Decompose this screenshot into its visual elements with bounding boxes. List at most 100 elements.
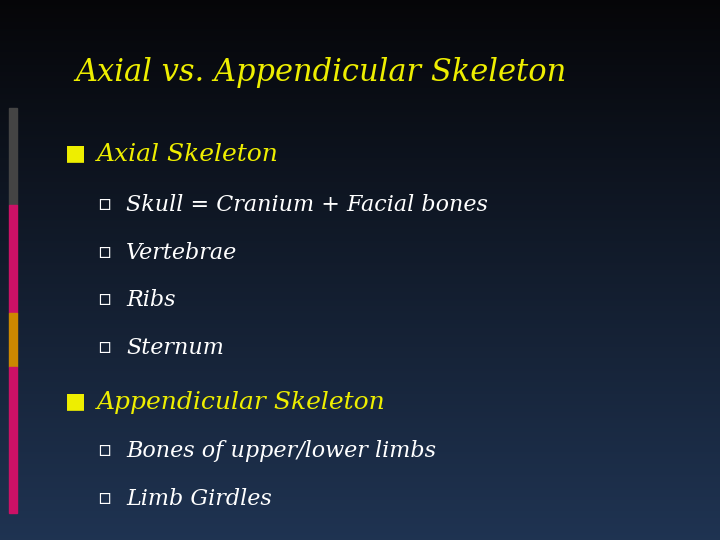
- Bar: [0, 272, 720, 274]
- Bar: [0, 331, 720, 333]
- Bar: [0, 49, 720, 50]
- Bar: [0, 464, 720, 466]
- Bar: [0, 528, 720, 529]
- Bar: [0, 65, 720, 66]
- Bar: [0, 128, 720, 130]
- Bar: [0, 498, 720, 501]
- Bar: [0, 349, 720, 351]
- Bar: [0, 447, 720, 448]
- Bar: [0, 398, 720, 400]
- Bar: [0, 115, 720, 117]
- Bar: [0, 236, 720, 238]
- Bar: [0, 194, 720, 196]
- Bar: [0, 5, 720, 7]
- Bar: [0, 301, 720, 302]
- Bar: [0, 279, 720, 281]
- Bar: [0, 434, 720, 436]
- Bar: [0, 155, 720, 157]
- Bar: [0, 157, 720, 158]
- Bar: [0, 254, 720, 255]
- Bar: [0, 74, 720, 76]
- Bar: [0, 522, 720, 524]
- Bar: [0, 369, 720, 371]
- Bar: [0, 373, 720, 374]
- Bar: [0, 234, 720, 236]
- Bar: [0, 282, 720, 285]
- Text: Axial vs. Appendicular Skeleton: Axial vs. Appendicular Skeleton: [76, 57, 567, 87]
- Bar: [0, 320, 720, 322]
- Bar: [0, 70, 720, 72]
- Bar: [0, 315, 720, 317]
- Bar: [0, 362, 720, 363]
- Bar: [0, 281, 720, 282]
- Bar: [0, 441, 720, 443]
- Bar: [0, 261, 720, 263]
- Bar: [0, 536, 720, 538]
- Bar: [0, 177, 720, 178]
- Bar: [0, 400, 720, 401]
- Bar: [0, 207, 720, 209]
- Bar: [0, 43, 720, 45]
- Bar: [0, 110, 720, 112]
- Bar: [0, 77, 720, 79]
- Bar: [0, 252, 720, 254]
- Bar: [9, 205, 17, 313]
- Bar: [0, 112, 720, 113]
- Bar: [0, 58, 720, 59]
- Bar: [0, 50, 720, 52]
- Bar: [0, 66, 720, 69]
- Bar: [0, 367, 720, 369]
- Bar: [0, 120, 720, 123]
- Bar: [0, 133, 720, 135]
- Bar: [0, 223, 720, 225]
- Bar: [0, 268, 720, 270]
- Bar: [0, 212, 720, 214]
- Bar: [0, 333, 720, 335]
- Bar: [0, 81, 720, 83]
- Bar: [0, 501, 720, 502]
- Bar: [0, 531, 720, 533]
- Bar: [0, 535, 720, 536]
- Bar: [0, 529, 720, 531]
- Bar: [0, 137, 720, 139]
- Bar: [0, 481, 720, 482]
- Bar: [0, 56, 720, 58]
- Bar: [0, 339, 720, 340]
- Bar: [0, 214, 720, 216]
- Bar: [0, 189, 720, 191]
- Bar: [0, 96, 720, 97]
- Bar: [0, 201, 720, 204]
- Bar: [0, 425, 720, 427]
- Bar: [0, 511, 720, 513]
- Bar: [0, 54, 720, 56]
- Bar: [0, 119, 720, 120]
- Bar: [0, 297, 720, 299]
- Bar: [0, 185, 720, 187]
- Bar: [0, 351, 720, 353]
- Bar: [0, 502, 720, 504]
- Bar: [0, 83, 720, 85]
- Bar: [0, 47, 720, 49]
- Bar: [0, 151, 720, 153]
- Bar: [0, 198, 720, 200]
- Bar: [0, 286, 720, 288]
- Bar: [0, 322, 720, 324]
- Text: ▫: ▫: [97, 289, 112, 309]
- Text: ▫: ▫: [97, 440, 112, 460]
- Bar: [0, 88, 720, 90]
- Bar: [0, 86, 720, 88]
- Bar: [0, 517, 720, 518]
- Bar: [0, 169, 720, 171]
- Bar: [0, 285, 720, 286]
- Bar: [0, 139, 720, 140]
- Bar: [0, 184, 720, 185]
- Bar: [0, 324, 720, 326]
- Bar: [0, 255, 720, 258]
- Bar: [0, 174, 720, 177]
- Bar: [0, 491, 720, 493]
- Bar: [0, 248, 720, 250]
- Bar: [0, 93, 720, 96]
- Bar: [0, 113, 720, 115]
- Bar: [0, 336, 720, 339]
- Bar: [0, 353, 720, 355]
